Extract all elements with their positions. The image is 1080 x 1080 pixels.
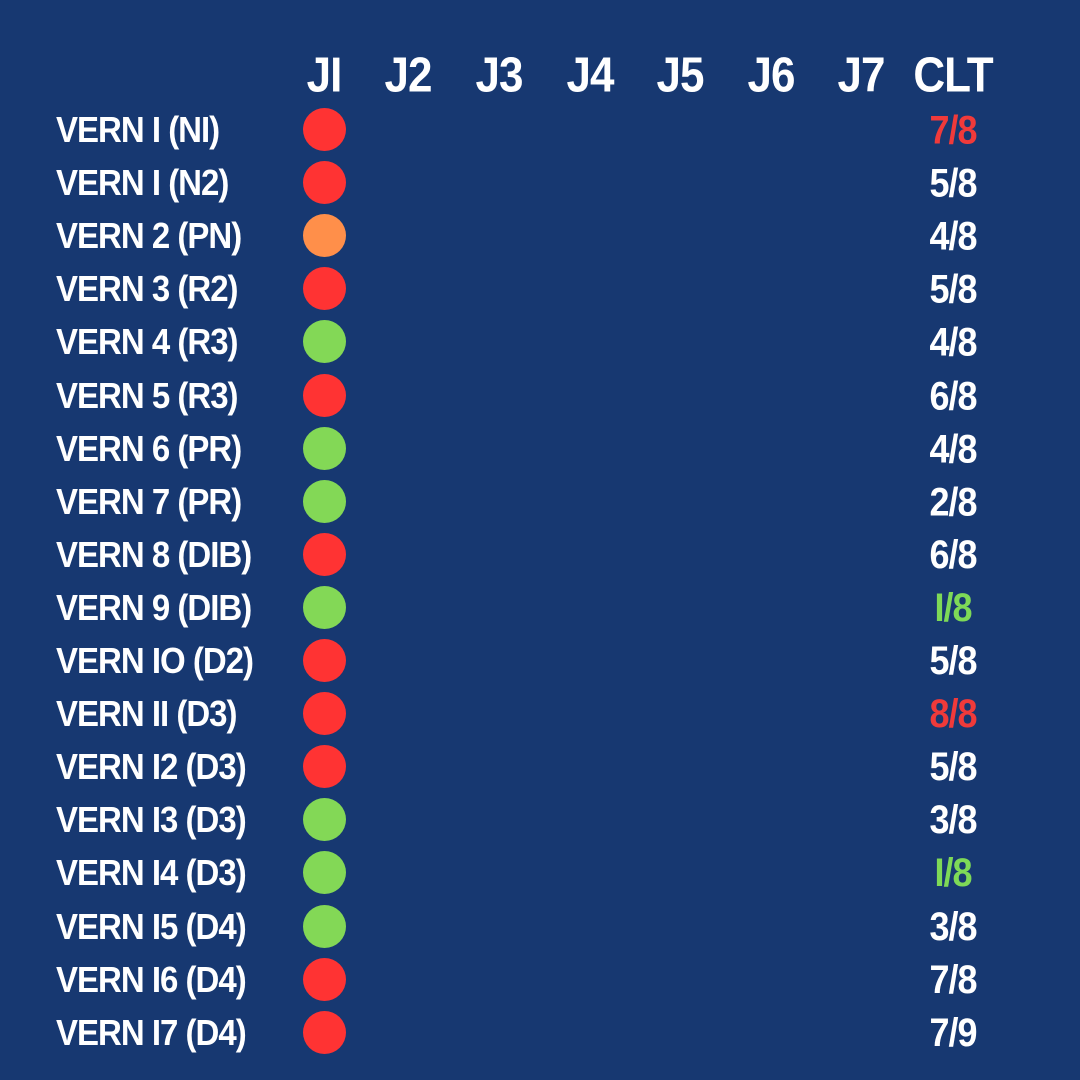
- row-label: VERN I2 (D3): [56, 746, 247, 788]
- status-dot-green: [303, 904, 346, 948]
- table-row: VERN 2 (PN) 4/8: [0, 209, 1080, 262]
- row-label: VERN 4 (R3): [56, 321, 239, 363]
- status-dot-red: [303, 957, 346, 1001]
- score-value: 7/8: [929, 106, 977, 153]
- row-label: VERN I6 (D4): [56, 958, 247, 1000]
- status-dot-green: [303, 479, 346, 523]
- table-row: VERN 7 (PR) 2/8: [0, 475, 1080, 528]
- table-row: VERN 3 (R2) 5/8: [0, 262, 1080, 315]
- column-header-ji: JI: [306, 47, 343, 103]
- status-dot-red: [303, 532, 346, 576]
- status-dot-green: [303, 426, 346, 470]
- score-value: 2/8: [929, 478, 977, 524]
- status-dot-orange: [303, 214, 346, 258]
- column-header-j2: J2: [384, 47, 433, 103]
- status-dot-green: [303, 851, 346, 895]
- score-value: 6/8: [929, 531, 977, 577]
- table-row: VERN 8 (DIB) 6/8: [0, 528, 1080, 581]
- score-value: 5/8: [929, 637, 977, 684]
- table-row: VERN 5 (R3) 6/8: [0, 369, 1080, 422]
- row-label: VERN I (NI): [56, 109, 220, 150]
- status-dot-red: [303, 692, 346, 736]
- status-dot-green: [303, 798, 346, 842]
- status-dot-red: [303, 267, 346, 311]
- row-label: VERN I (N2): [56, 162, 229, 203]
- row-label: VERN 3 (R2): [56, 268, 239, 310]
- score-value: 3/8: [929, 797, 977, 843]
- score-value: 4/8: [929, 213, 977, 259]
- row-label: VERN 2 (PN): [56, 215, 242, 257]
- table-row: VERN IO (D2) 5/8: [0, 634, 1080, 687]
- score-value: 8/8: [929, 691, 977, 737]
- score-value: 6/8: [929, 372, 977, 418]
- score-value: 5/8: [929, 160, 977, 206]
- row-label: VERN I7 (D4): [56, 1011, 247, 1053]
- score-value: 7/8: [929, 956, 977, 1002]
- table-row: VERN I3 (D3) 3/8: [0, 793, 1080, 846]
- score-value: 5/8: [929, 744, 977, 790]
- row-label: VERN 5 (R3): [56, 374, 239, 416]
- score-value: I/8: [934, 850, 972, 896]
- table-row: VERN I5 (D4) 3/8: [0, 900, 1080, 953]
- status-dot-green: [303, 320, 346, 364]
- table-row: VERN 6 (PR) 4/8: [0, 422, 1080, 475]
- score-value: 7/9: [929, 1009, 977, 1055]
- table-row: VERN I (NI) 7/8: [0, 103, 1080, 156]
- score-value: 3/8: [929, 903, 977, 949]
- status-dot-red: [303, 639, 346, 682]
- row-label: VERN IO (D2): [56, 640, 254, 681]
- column-header-j4: J4: [566, 47, 615, 103]
- row-label: VERN I4 (D3): [56, 852, 247, 894]
- status-dot-red: [303, 161, 346, 205]
- table-row: VERN II (D3) 8/8: [0, 687, 1080, 740]
- status-dot-red: [303, 1010, 346, 1054]
- table-row: VERN I4 (D3) I/8: [0, 846, 1080, 899]
- column-header-j3: J3: [475, 47, 524, 103]
- row-label: VERN I3 (D3): [56, 799, 247, 841]
- column-header-j7: J7: [837, 47, 886, 103]
- table-row: VERN I (N2) 5/8: [0, 156, 1080, 209]
- row-label: VERN 7 (PR): [56, 480, 242, 522]
- status-dot-red: [303, 745, 346, 789]
- row-label: VERN II (D3): [56, 693, 238, 734]
- score-value: 5/8: [929, 266, 977, 312]
- status-dot-red: [303, 108, 346, 151]
- table-row: VERN I7 (D4) 7/9: [0, 1006, 1080, 1059]
- table-row: VERN I6 (D4) 7/8: [0, 953, 1080, 1006]
- score-value: I/8: [934, 584, 972, 630]
- row-label: VERN I5 (D4): [56, 905, 247, 947]
- status-dot-green: [303, 585, 346, 629]
- row-label: VERN 9 (DIB): [56, 587, 252, 628]
- status-dot-red: [303, 373, 346, 417]
- score-value: 4/8: [929, 425, 977, 471]
- column-header-j6: J6: [747, 47, 796, 103]
- row-label: VERN 8 (DIB): [56, 533, 252, 575]
- column-header-j5: J5: [656, 47, 705, 103]
- table-row: VERN 4 (R3) 4/8: [0, 315, 1080, 368]
- column-header-clt: CLT: [913, 47, 993, 103]
- score-value: 4/8: [929, 319, 977, 365]
- row-label: VERN 6 (PR): [56, 427, 242, 469]
- table-row: VERN 9 (DIB) I/8: [0, 581, 1080, 634]
- table-row: VERN I2 (D3) 5/8: [0, 740, 1080, 793]
